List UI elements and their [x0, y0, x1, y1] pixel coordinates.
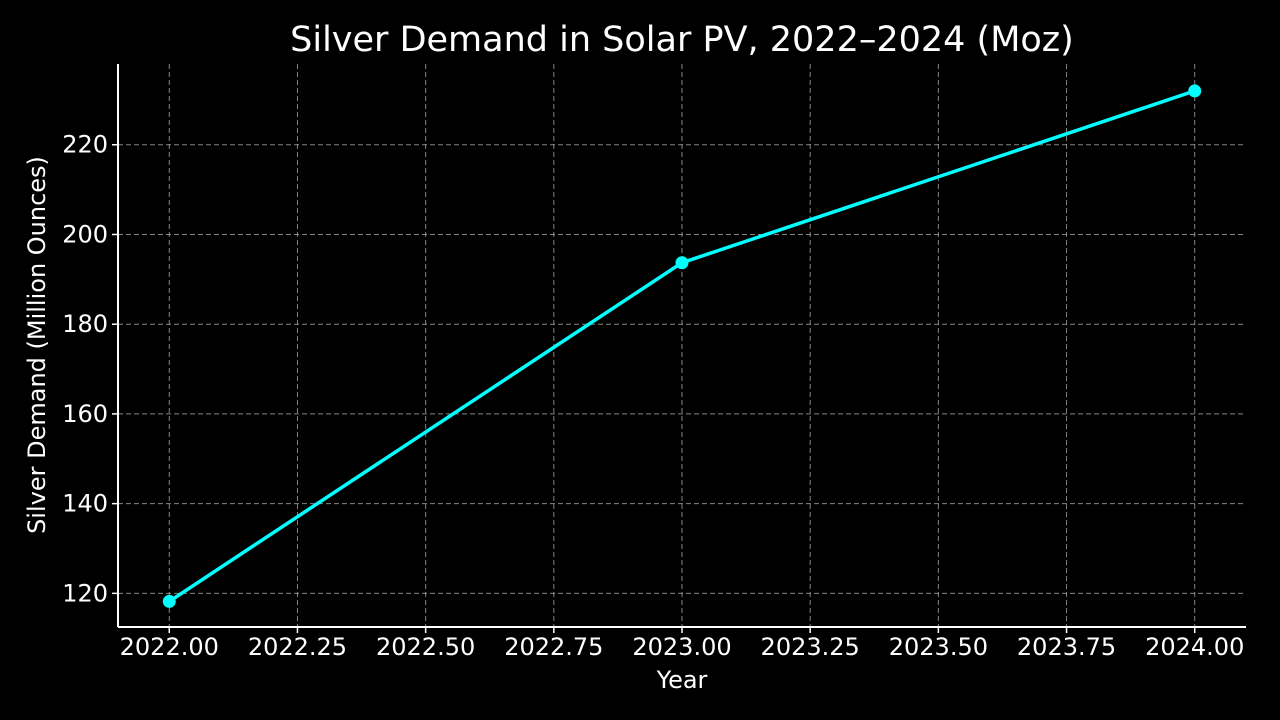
grid-lines	[118, 64, 1246, 627]
y-tick-label: 180	[62, 310, 108, 338]
y-tick-label: 220	[62, 131, 108, 159]
x-tick-label: 2024.00	[1145, 633, 1244, 661]
x-tick-label: 2023.75	[1017, 633, 1116, 661]
y-tick-label: 120	[62, 579, 108, 607]
x-tick-label: 2022.00	[120, 633, 219, 661]
data-point	[675, 256, 689, 270]
y-axis-ticks: 120 140 160 180 200 220	[62, 131, 118, 607]
x-tick-label: 2023.00	[632, 633, 731, 661]
data-point	[1188, 84, 1202, 98]
y-axis-label: Silver Demand (Million Ounces)	[23, 156, 51, 534]
data-point	[162, 594, 176, 608]
x-tick-label: 2022.50	[376, 633, 475, 661]
y-tick-label: 200	[62, 220, 108, 248]
x-tick-label: 2022.75	[504, 633, 603, 661]
x-tick-label: 2023.50	[889, 633, 988, 661]
series-layer	[162, 84, 1202, 608]
x-axis-label: Year	[656, 666, 708, 694]
x-tick-label: 2023.25	[761, 633, 860, 661]
y-tick-label: 140	[62, 490, 108, 518]
x-tick-label: 2022.25	[248, 633, 347, 661]
y-tick-label: 160	[62, 400, 108, 428]
x-axis-ticks: 2022.00 2022.25 2022.50 2022.75 2023.00 2023.…	[120, 627, 1244, 661]
chart-title: Silver Demand in Solar PV, 2022–2024 (Mo…	[290, 20, 1074, 60]
